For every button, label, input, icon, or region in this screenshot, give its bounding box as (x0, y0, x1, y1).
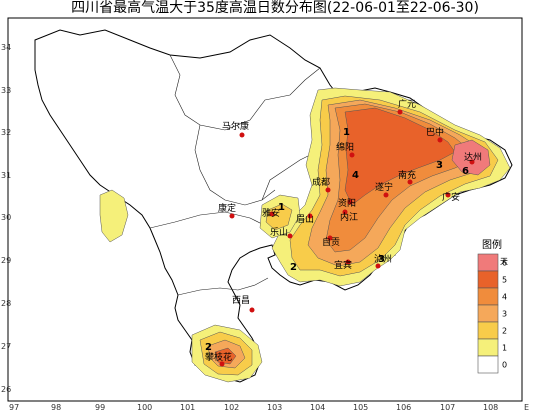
city-dot (345, 259, 351, 265)
x-tick: 102 (224, 403, 239, 412)
city-dot (327, 235, 333, 241)
map-title: 四川省最高气温大于35度高温日数分布图(22-06-01至22-06-30) (71, 0, 479, 16)
city-dot (287, 233, 293, 239)
x-axis: 97 98 99 100 101 102 103 104 105 106 107… (9, 403, 529, 412)
legend-label: 0 (502, 361, 507, 370)
x-tick: 103 (267, 403, 282, 412)
city-dot (342, 209, 348, 215)
city-label: 西昌 (232, 295, 250, 306)
legend-swatch (477, 338, 499, 357)
x-tick: 106 (396, 403, 411, 412)
x-tick: 100 (137, 403, 152, 412)
cities: 马尔康 康定 西昌 攀枝花 绵阳 成都 雅安 乐山 眉山 内江 自贡 宜宾 泸州… (205, 98, 482, 367)
city-label: 南充 (398, 169, 416, 181)
legend: 图例 天 6 5 4 3 2 1 0 (477, 238, 508, 374)
legend-unit: 天 (500, 257, 508, 266)
y-tick: 30 (1, 213, 11, 222)
city-dot (347, 199, 353, 205)
city-label: 成都 (312, 176, 330, 188)
city-label: 遂宁 (375, 181, 393, 193)
x-tick: 105 (353, 403, 368, 412)
y-tick: 27 (1, 342, 11, 351)
city-label: 攀枝花 (205, 351, 232, 363)
city-dot (375, 263, 381, 269)
city-dot (239, 132, 245, 138)
city-label: 广安 (442, 191, 460, 203)
contour-label: 2 (205, 342, 212, 353)
city-label: 绵阳 (336, 141, 354, 153)
x-tick: 107 (440, 403, 455, 412)
city-label: 马尔康 (222, 120, 249, 132)
y-tick: 26 (1, 385, 11, 394)
legend-swatch (477, 287, 499, 306)
heat-zones (99, 87, 511, 383)
legend-swatch (477, 253, 499, 272)
city-label: 泸州 (374, 254, 392, 265)
city-label: 康定 (218, 202, 236, 214)
x-tick: 108 (483, 403, 498, 412)
city-dot (437, 137, 443, 143)
contour-label: 3 (378, 254, 385, 265)
legend-label: 2 (502, 327, 507, 336)
legend-label: 4 (502, 293, 507, 302)
y-axis: 34 33 32 31 30 29 28 27 26 (1, 43, 11, 394)
city-dot (325, 187, 331, 193)
city-dot (249, 307, 255, 313)
city-dot (397, 109, 403, 115)
city-dot (307, 213, 313, 219)
contour-label: 6 (462, 166, 469, 177)
city-label: 眉山 (296, 214, 314, 225)
city-label: 达州 (464, 151, 482, 163)
contour-label: 3 (436, 160, 443, 171)
legend-label: 3 (502, 310, 507, 319)
city-label: 巴中 (426, 126, 444, 138)
legend-title: 图例 (482, 238, 502, 251)
x-tick: 97 (9, 403, 19, 412)
x-unit: E (524, 403, 529, 412)
legend-swatch (477, 304, 499, 323)
city-label: 自贡 (322, 236, 340, 248)
contour-label: 4 (352, 170, 359, 181)
x-tick: 101 (180, 403, 195, 412)
y-tick: 33 (1, 86, 11, 95)
city-label: 宜宾 (334, 259, 352, 271)
contour-label: 1 (343, 127, 350, 138)
legend-swatch (477, 321, 499, 340)
contour-label: 1 (278, 202, 285, 213)
contour-labels: 1 4 3 6 2 2 3 1 (205, 127, 469, 353)
city-dot (383, 192, 389, 198)
legend-swatch (477, 355, 499, 374)
city-dot (269, 211, 275, 217)
city-dot (445, 192, 451, 198)
city-label: 雅安 (262, 207, 280, 219)
legend-swatch (477, 270, 499, 289)
city-label: 内江 (340, 211, 358, 223)
y-tick: 28 (1, 299, 11, 308)
x-tick: 99 (95, 403, 105, 412)
city-label: 乐山 (270, 226, 288, 238)
legend-label: 6 (502, 259, 507, 268)
city-label: 资阳 (338, 198, 356, 209)
legend-label: 5 (502, 276, 507, 285)
contour-label: 2 (290, 262, 297, 273)
city-dot (469, 159, 475, 165)
city-dot (407, 179, 413, 185)
y-tick: 34 (1, 43, 11, 52)
x-tick: 98 (51, 403, 61, 412)
city-dot (229, 213, 235, 219)
city-label: 广元 (398, 98, 416, 110)
x-tick: 104 (310, 403, 325, 412)
y-tick: 29 (1, 256, 11, 265)
city-dot (349, 152, 355, 158)
y-tick: 32 (1, 128, 11, 137)
city-dot (219, 361, 225, 367)
y-tick: 31 (1, 171, 11, 180)
legend-label: 1 (502, 344, 507, 353)
